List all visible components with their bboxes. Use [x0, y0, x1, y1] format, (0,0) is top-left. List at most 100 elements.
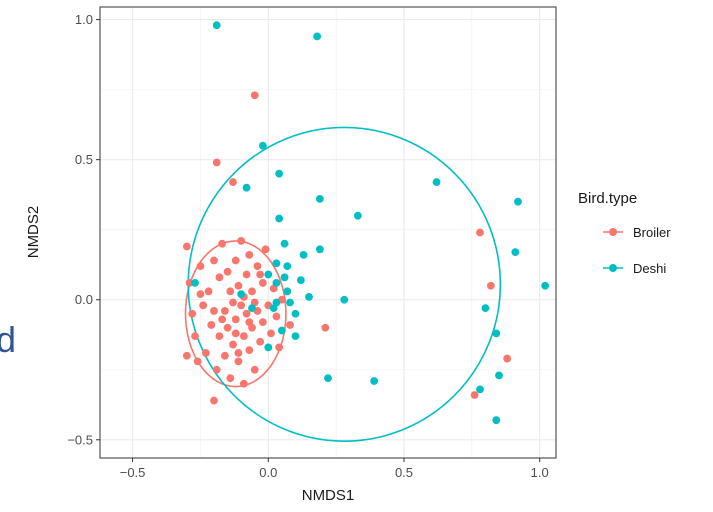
- point-broiler-69: [321, 323, 330, 332]
- point-broiler-40: [245, 251, 254, 259]
- point-deshi-11: [481, 304, 490, 313]
- point-deshi-18: [272, 259, 281, 268]
- point-broiler-54: [272, 312, 281, 321]
- point-deshi-3: [275, 169, 284, 178]
- point-broiler-60: [210, 307, 218, 315]
- point-broiler-23: [220, 307, 229, 315]
- point-broiler-20: [215, 273, 224, 282]
- point-broiler-38: [242, 270, 251, 279]
- plot-border: [99, 6, 557, 459]
- point-deshi-20: [299, 251, 308, 259]
- y-tick-label-0: −0.5: [67, 432, 93, 447]
- point-broiler-15: [201, 349, 210, 357]
- point-broiler-21: [215, 332, 224, 341]
- x-tick-label-1: 0.0: [259, 465, 277, 480]
- point-deshi-1: [313, 32, 322, 41]
- x-tick-label-2: 0.5: [395, 465, 413, 480]
- point-deshi-35: [248, 304, 256, 313]
- point-broiler-63: [231, 329, 240, 338]
- point-deshi-16: [275, 214, 284, 223]
- point-deshi-2: [258, 141, 267, 150]
- point-broiler-55: [275, 343, 284, 352]
- point-deshi-0: [212, 21, 221, 30]
- point-deshi-39: [237, 290, 246, 299]
- y-tick-label-1: 0.0: [75, 292, 93, 307]
- y-axis-title: NMDS2: [25, 206, 42, 259]
- point-broiler-58: [193, 357, 202, 366]
- point-deshi-28: [277, 326, 286, 335]
- point-deshi-31: [324, 374, 332, 383]
- point-broiler-66: [245, 318, 254, 327]
- point-broiler-47: [256, 337, 265, 346]
- point-deshi-40: [280, 273, 289, 282]
- point-deshi-6: [353, 211, 362, 220]
- point-deshi-12: [492, 329, 501, 338]
- point-deshi-26: [291, 309, 300, 318]
- legend-label-deshi: Deshi: [633, 261, 666, 276]
- point-broiler-5: [503, 354, 512, 363]
- legend: Bird.type Broiler Deshi: [578, 190, 671, 276]
- point-broiler-45: [253, 262, 262, 271]
- point-broiler-7: [210, 396, 218, 405]
- x-tick-label-3: 1.0: [531, 465, 549, 480]
- point-broiler-31: [231, 315, 240, 324]
- point-broiler-11: [182, 351, 191, 360]
- point-broiler-44: [250, 365, 259, 374]
- point-broiler-26: [223, 323, 232, 332]
- point-broiler-16: [204, 287, 213, 296]
- point-broiler-35: [237, 301, 246, 310]
- point-deshi-22: [272, 279, 281, 287]
- y-tick-label-3: 1.0: [75, 12, 93, 27]
- point-broiler-25: [223, 267, 232, 276]
- point-broiler-32: [234, 281, 243, 290]
- point-deshi-25: [286, 298, 294, 307]
- point-broiler-33: [234, 357, 243, 366]
- point-broiler-4: [486, 281, 495, 290]
- point-broiler-0: [250, 91, 259, 100]
- point-deshi-30: [291, 332, 300, 341]
- point-deshi-15: [492, 416, 501, 425]
- point-broiler-52: [267, 329, 275, 338]
- cropped-edge-text: d: [0, 319, 17, 360]
- grid: [100, 7, 556, 458]
- x-tick-label-0: −0.5: [120, 465, 146, 480]
- point-deshi-37: [264, 270, 273, 279]
- point-broiler-29: [229, 340, 237, 349]
- point-broiler-3: [476, 228, 484, 237]
- y-axis: −0.5 0.0 0.5 1.0: [67, 12, 100, 447]
- y-tick-label-2: 0.5: [75, 152, 93, 167]
- point-deshi-7: [432, 178, 441, 186]
- point-deshi-36: [272, 298, 281, 307]
- point-deshi-9: [511, 248, 520, 257]
- point-broiler-8: [182, 242, 191, 251]
- point-broiler-59: [196, 290, 205, 299]
- point-broiler-13: [196, 262, 205, 271]
- point-broiler-36: [239, 332, 248, 341]
- point-broiler-1: [212, 158, 221, 167]
- point-broiler-68: [256, 270, 265, 279]
- point-broiler-48: [258, 279, 267, 287]
- legend-key-point-broiler: [609, 228, 617, 236]
- point-broiler-34: [237, 237, 246, 245]
- point-deshi-10: [541, 281, 550, 290]
- point-deshi-33: [340, 295, 349, 304]
- legend-title: Bird.type: [578, 190, 637, 207]
- point-broiler-50: [261, 245, 270, 254]
- point-deshi-14: [476, 385, 484, 394]
- point-broiler-30: [231, 256, 240, 265]
- x-axis-title: NMDS1: [302, 487, 355, 504]
- point-deshi-23: [283, 287, 292, 296]
- point-broiler-64: [234, 349, 243, 357]
- point-broiler-18: [210, 256, 218, 265]
- point-broiler-61: [218, 315, 227, 324]
- legend-key-point-deshi: [609, 264, 617, 272]
- point-broiler-27: [226, 287, 235, 296]
- point-deshi-24: [296, 276, 305, 285]
- legend-item-broiler: Broiler: [603, 225, 671, 240]
- point-deshi-21: [315, 245, 324, 254]
- point-deshi-8: [514, 197, 522, 206]
- point-broiler-10: [188, 309, 197, 318]
- point-broiler-42: [248, 287, 256, 296]
- point-broiler-57: [286, 321, 294, 329]
- point-deshi-38: [191, 279, 199, 287]
